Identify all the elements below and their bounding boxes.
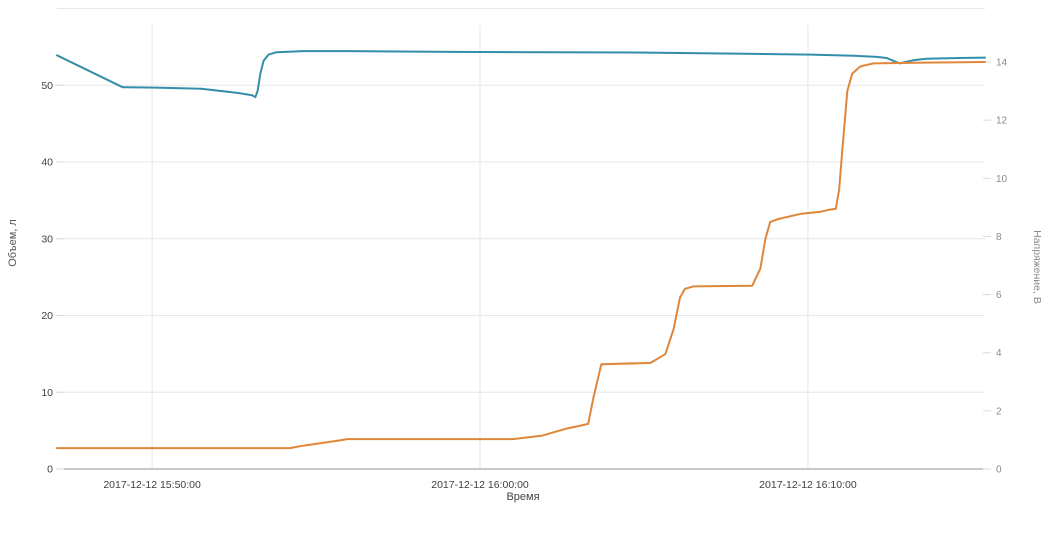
right-tick-label-10: 10 bbox=[996, 174, 1008, 185]
voltage-series-line bbox=[56, 61, 986, 450]
left-tick-label-30: 30 bbox=[41, 233, 53, 245]
right-tick-label-6: 6 bbox=[996, 290, 1002, 301]
left-tick-label-10: 10 bbox=[41, 387, 53, 399]
volume-series-line bbox=[56, 50, 986, 99]
x-tick-label-1: 2017-12-12 16:00:00 bbox=[431, 479, 529, 491]
left-axis-title: Объем, л bbox=[7, 219, 19, 267]
right-tick-label-8: 8 bbox=[996, 232, 1002, 243]
right-tick-label-4: 4 bbox=[996, 348, 1002, 359]
x-axis-title: Время bbox=[506, 491, 540, 503]
right-tick-label-12: 12 bbox=[996, 116, 1008, 127]
right-tick-label-0: 0 bbox=[996, 465, 1002, 476]
x-tick-label-2: 2017-12-12 16:10:00 bbox=[759, 479, 857, 491]
left-tick-label-20: 20 bbox=[41, 310, 53, 322]
right-tick-label-2: 2 bbox=[996, 406, 1002, 417]
x-tick-label-0: 2017-12-12 15:50:00 bbox=[103, 479, 201, 491]
left-tick-label-50: 50 bbox=[41, 80, 53, 92]
left-tick-label-0: 0 bbox=[47, 464, 53, 476]
right-axis-title: Напряжение, В bbox=[1031, 230, 1043, 304]
left-tick-label-40: 40 bbox=[41, 157, 53, 169]
right-tick-label-14: 14 bbox=[996, 57, 1008, 68]
